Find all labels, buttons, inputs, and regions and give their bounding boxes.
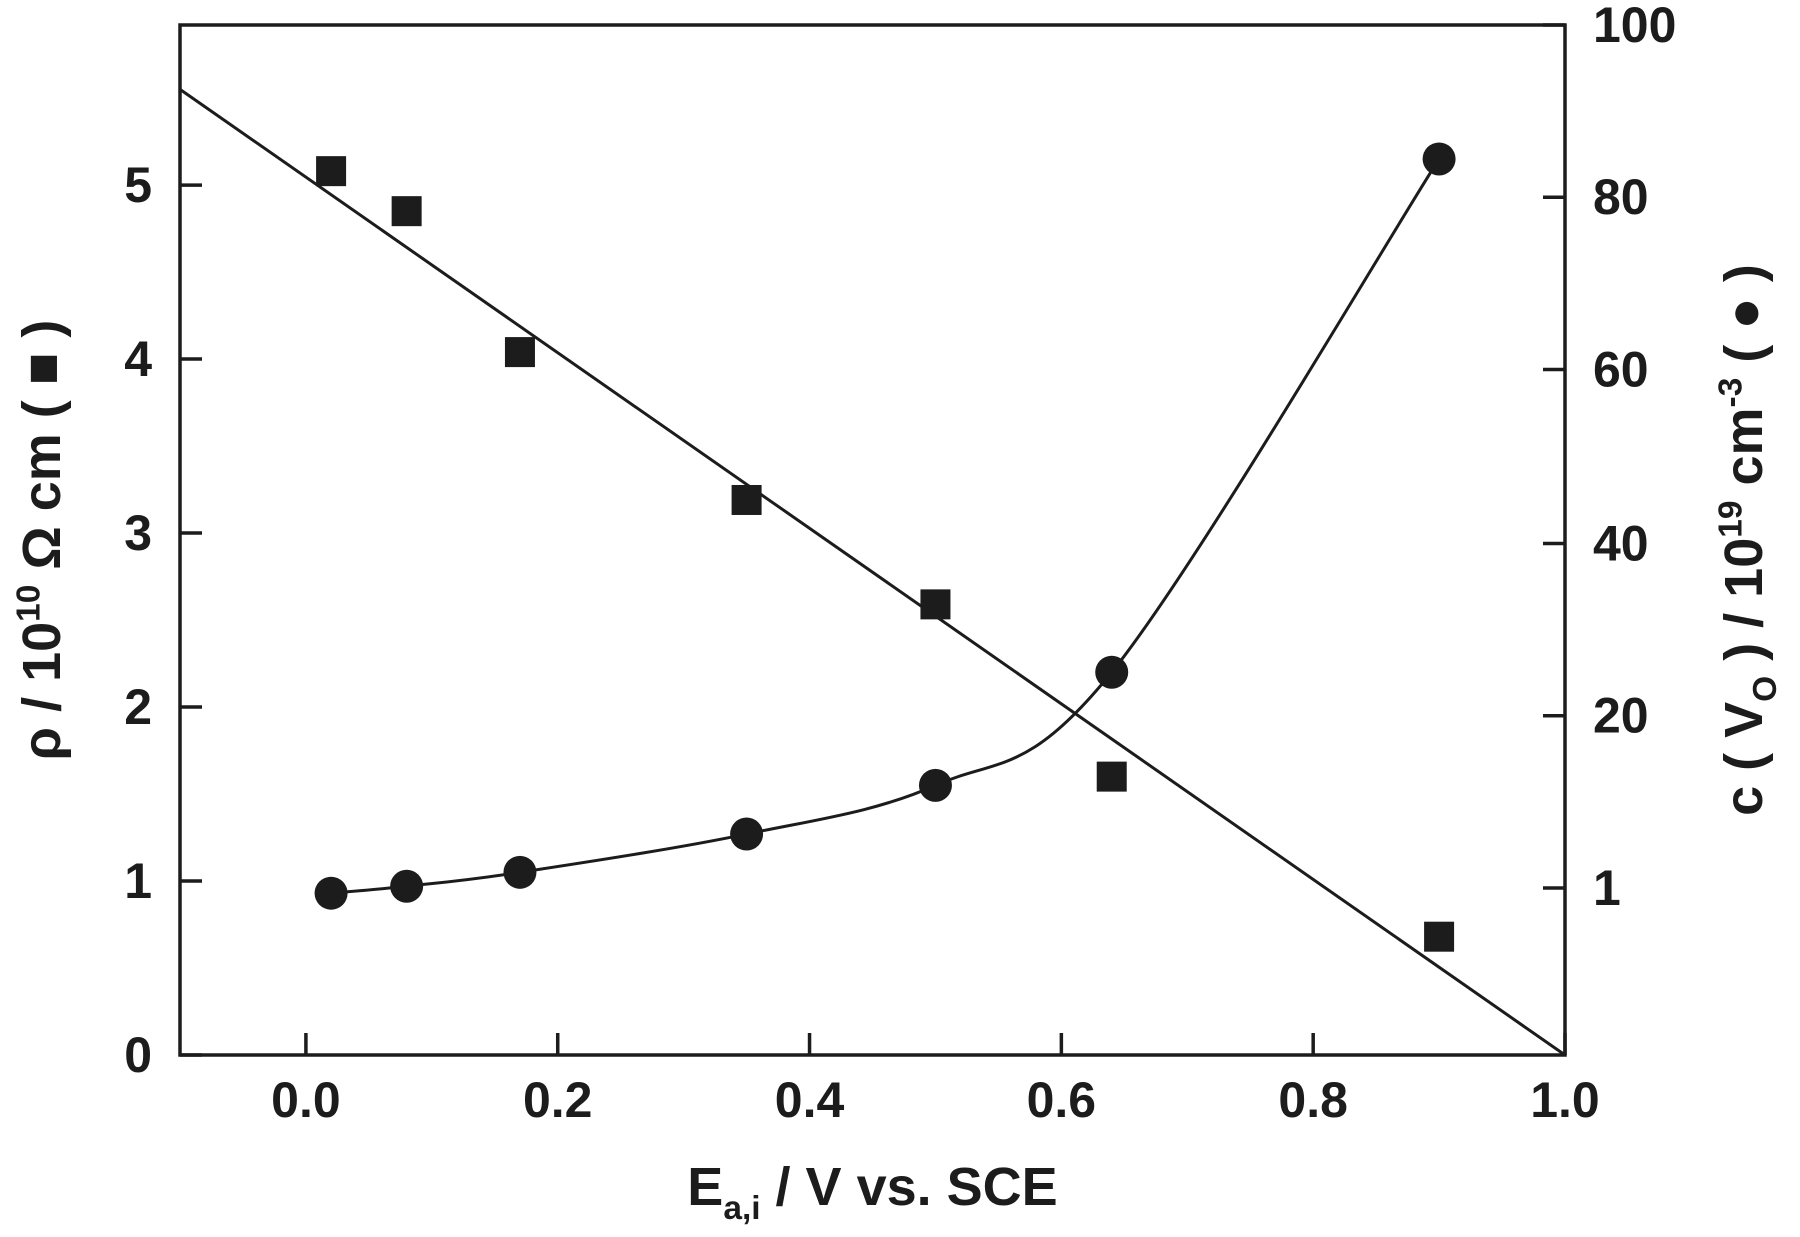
y-left-tick-label: 1 [124,853,152,909]
y-left-axis-label: ρ / 1010 Ω cm ( ■ ) [10,320,72,761]
oxygen-vacancy-circles-marker [918,768,952,802]
x-tick-label: 1.0 [1530,1072,1600,1128]
x-tick-label: 0.6 [1027,1072,1097,1128]
y-left-tick-label: 2 [124,679,152,735]
resistivity-squares-marker [920,589,951,620]
x-tick-label: 0.8 [1278,1072,1348,1128]
y-right-tick-label: 20 [1593,688,1649,744]
resistivity-squares-marker [391,196,422,227]
resistivity-squares-fit-line [179,88,1566,1057]
y-right-tick-label: 40 [1593,515,1649,571]
x-tick-label: 0.4 [775,1072,845,1128]
oxygen-vacancy-circles-marker [503,855,537,889]
x-axis-label: Ea,i / V vs. SCE [687,1157,1057,1227]
y-right-tick-label: 1 [1593,860,1621,916]
plot-frame [178,23,1567,1057]
resistivity-squares-marker [1424,921,1455,952]
y-right-tick-label: 100 [1593,0,1676,53]
y-right-axis-label: c ( VO ) / 1019 cm-3 ( ● ) [1712,264,1784,816]
oxygen-vacancy-circles-marker [1095,655,1129,689]
resistivity-squares-marker [1096,761,1127,792]
resistivity-squares-marker [731,484,762,515]
oxygen-vacancy-circles-marker [730,817,764,851]
resistivity-squares-marker [316,156,347,187]
oxygen-vacancy-circles-marker [1422,142,1456,176]
y-left-tick-label: 3 [124,505,152,561]
y-right-tick-label: 80 [1593,169,1649,225]
x-tick-label: 0.0 [271,1072,341,1128]
oxygen-vacancy-circles-marker [314,876,348,910]
y-left-tick-label: 4 [124,331,152,387]
oxygen-vacancy-circles-marker [390,869,424,903]
y-left-tick-label: 5 [124,157,152,213]
x-tick-label: 0.2 [523,1072,593,1128]
y-left-tick-label: 0 [124,1027,152,1083]
y-right-tick-label: 60 [1593,341,1649,397]
resistivity-squares-marker [504,337,535,368]
oxygen-vacancy-circles-curve [330,158,1441,895]
